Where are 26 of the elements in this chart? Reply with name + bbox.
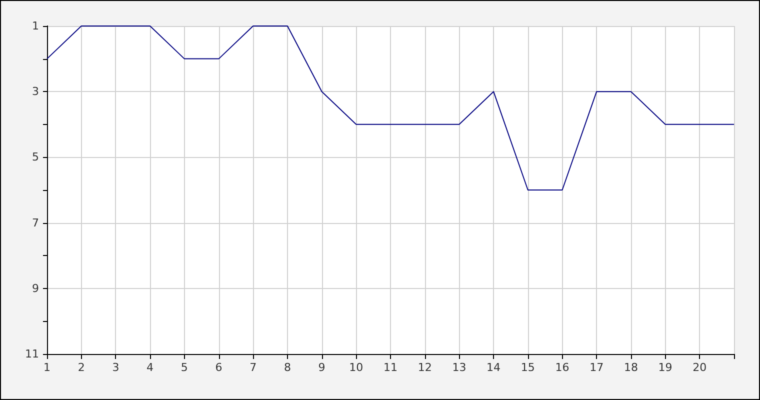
x-tick-label: 1 [44,361,50,374]
x-tick-label: 3 [112,361,120,374]
x-tick-label: 4 [146,361,154,374]
y-tick-label: 3 [32,85,39,98]
x-tick-label: 20 [692,361,707,374]
x-tick-label: 15 [520,361,535,374]
x-tick-label: 14 [486,361,501,374]
x-tick-label: 7 [250,361,257,374]
y-tick-label: 5 [32,150,39,164]
x-tick-label: 18 [624,361,638,374]
y-tick-label: 1 [32,20,39,32]
x-tick-label: 12 [418,361,432,374]
x-tick-label: 6 [215,361,222,374]
x-tick-label: 17 [590,361,604,374]
x-tick-label: 9 [318,361,326,374]
x-tick-label: 16 [555,361,570,374]
x-tick-label: 8 [284,361,291,374]
y-tick-label: 7 [32,216,39,230]
x-tick-label: 13 [452,361,466,374]
x-tick-label: 2 [78,361,85,374]
x-tick-label: 5 [180,361,188,374]
x-tick-label: 10 [349,361,364,374]
y-tick-label: 11 [25,348,39,360]
x-tick-label: 19 [658,361,672,374]
x-tick-label: 11 [384,361,398,374]
y-tick-label: 9 [32,282,39,295]
